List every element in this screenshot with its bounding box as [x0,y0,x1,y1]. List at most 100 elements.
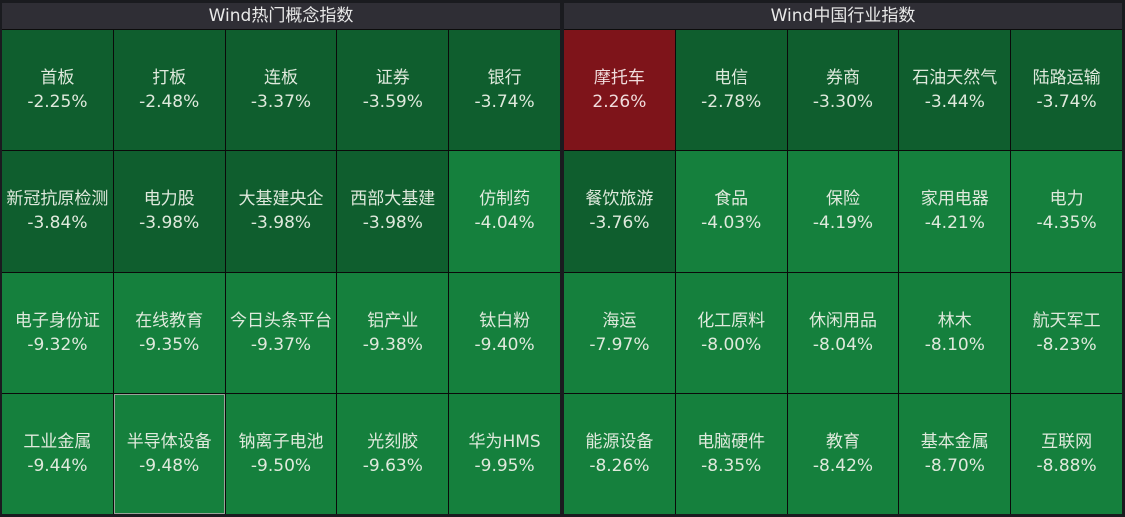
index-tile[interactable]: 摩托车 2.26% [564,30,675,151]
index-name: 能源设备 [585,431,654,452]
index-change: -4.04% [474,213,535,234]
index-change: -9.63% [362,455,423,476]
index-tile[interactable]: 仿制药 -4.04% [449,151,560,272]
index-name: 航天军工 [1032,310,1101,331]
index-tile[interactable]: 能源设备 -8.26% [564,393,675,514]
index-name: 钠离子电池 [238,431,324,452]
index-change: -3.44% [924,92,985,113]
index-tile[interactable]: 航天军工 -8.23% [1011,272,1122,393]
index-name: 电子身份证 [14,310,100,331]
index-tile[interactable]: 大基建央企 -3.98% [225,151,337,272]
index-tile[interactable]: 钛白粉 -9.40% [449,272,560,393]
index-tile[interactable]: 铝产业 -9.38% [337,272,449,393]
index-change: -9.40% [474,334,535,355]
index-change: -9.37% [250,334,312,355]
index-tile[interactable]: 半导体设备 -9.48% [113,393,225,514]
industry-index-grid: 摩托车 2.26% 电信 -2.78% 券商 -3.30% 石油天然气 -3.44% 陆路运输 -… [564,30,1122,514]
index-change: -3.30% [812,92,874,113]
index-name: 餐饮旅游 [585,189,654,210]
index-change: -9.38% [362,334,423,355]
panel-title: Wind热门概念指数 [2,3,560,29]
index-tile[interactable]: 海运 -7.97% [564,272,675,393]
index-change: -3.98% [362,213,423,234]
index-tile[interactable]: 西部大基建 -3.98% [337,151,449,272]
index-tile[interactable]: 电力 -4.35% [1011,151,1122,272]
index-name: 光刻胶 [367,431,419,452]
index-tile[interactable]: 保险 -4.19% [787,151,899,272]
index-name: 今日头条平台 [229,310,332,331]
index-name: 连板 [263,68,298,89]
index-tile[interactable]: 化工原料 -8.00% [675,272,787,393]
index-name: 西部大基建 [350,189,436,210]
index-tile[interactable]: 首板 -2.25% [2,30,113,151]
index-name: 银行 [487,68,522,89]
concept-index-panel: Wind热门概念指数 首板 -2.25% 打板 -2.48% 连板 -3.37% 证券 -3.… [2,3,560,514]
index-tile[interactable]: 教育 -8.42% [787,393,899,514]
index-tile[interactable]: 连板 -3.37% [225,30,337,151]
industry-index-panel: Wind中国行业指数 摩托车 2.26% 电信 -2.78% 券商 -3.30% 石油天然气… [564,3,1122,514]
index-tile[interactable]: 食品 -4.03% [675,151,787,272]
index-name: 基本金属 [920,431,989,452]
index-tile[interactable]: 电子身份证 -9.32% [2,272,113,393]
index-name: 电力 [1049,189,1084,210]
index-tile[interactable]: 电脑硬件 -8.35% [675,393,787,514]
index-name: 证券 [375,68,410,89]
index-tile[interactable]: 打板 -2.48% [113,30,225,151]
index-tile[interactable]: 银行 -3.74% [449,30,560,151]
index-name: 首板 [40,68,75,89]
index-change: -4.03% [701,213,762,234]
index-tile[interactable]: 石油天然气 -3.44% [899,30,1011,151]
index-name: 教育 [825,431,860,452]
index-change: -8.42% [812,455,874,476]
index-name: 大基建央企 [238,189,324,210]
index-name: 仿制药 [479,189,531,210]
index-change: -8.70% [924,455,985,476]
index-name: 家用电器 [920,189,989,210]
index-tile[interactable]: 钠离子电池 -9.50% [225,393,337,514]
index-change: -9.44% [27,455,88,476]
index-name: 互联网 [1041,431,1093,452]
index-tile[interactable]: 新冠抗原检测 -3.84% [2,151,113,272]
index-change: -3.74% [474,92,535,113]
index-name: 食品 [714,189,749,210]
index-change: -4.35% [1036,213,1097,234]
index-change: -8.10% [924,334,985,355]
index-tile[interactable]: 在线教育 -9.35% [113,272,225,393]
index-tile[interactable]: 餐饮旅游 -3.76% [564,151,675,272]
index-change: -3.74% [1036,92,1097,113]
index-change: -3.98% [139,213,200,234]
index-tile[interactable]: 基本金属 -8.70% [899,393,1011,514]
index-tile[interactable]: 家用电器 -4.21% [899,151,1011,272]
index-name: 半导体设备 [126,431,212,452]
index-name: 石油天然气 [912,68,998,89]
index-name: 铝产业 [367,310,419,331]
index-tile[interactable]: 证券 -3.59% [337,30,449,151]
index-tile[interactable]: 华为HMS -9.95% [449,393,560,514]
index-change: -9.35% [139,334,200,355]
index-tile[interactable]: 工业金属 -9.44% [2,393,113,514]
index-tile[interactable]: 陆路运输 -3.74% [1011,30,1122,151]
index-name: 陆路运输 [1032,68,1101,89]
index-tile[interactable]: 休闲用品 -8.04% [787,272,899,393]
index-name: 保险 [825,189,860,210]
index-name: 打板 [152,68,187,89]
index-tile[interactable]: 林木 -8.10% [899,272,1011,393]
panel-title: Wind中国行业指数 [564,3,1122,29]
index-change: -7.97% [589,334,650,355]
index-change: 2.26% [592,92,647,113]
index-tile[interactable]: 券商 -3.30% [787,30,899,151]
index-tile[interactable]: 互联网 -8.88% [1011,393,1122,514]
index-name: 工业金属 [23,431,92,452]
index-name: 券商 [825,68,860,89]
index-change: -9.48% [139,455,200,476]
index-change: -3.76% [589,213,650,234]
index-tile[interactable]: 电力股 -3.98% [113,151,225,272]
index-name: 电信 [714,68,749,89]
index-tile[interactable]: 光刻胶 -9.63% [337,393,449,514]
index-tile[interactable]: 今日头条平台 -9.37% [225,272,337,393]
index-name: 林木 [937,310,972,331]
index-tile[interactable]: 电信 -2.78% [675,30,787,151]
index-change: -3.37% [250,92,312,113]
index-name: 化工原料 [697,310,766,331]
index-change: -9.95% [474,455,535,476]
